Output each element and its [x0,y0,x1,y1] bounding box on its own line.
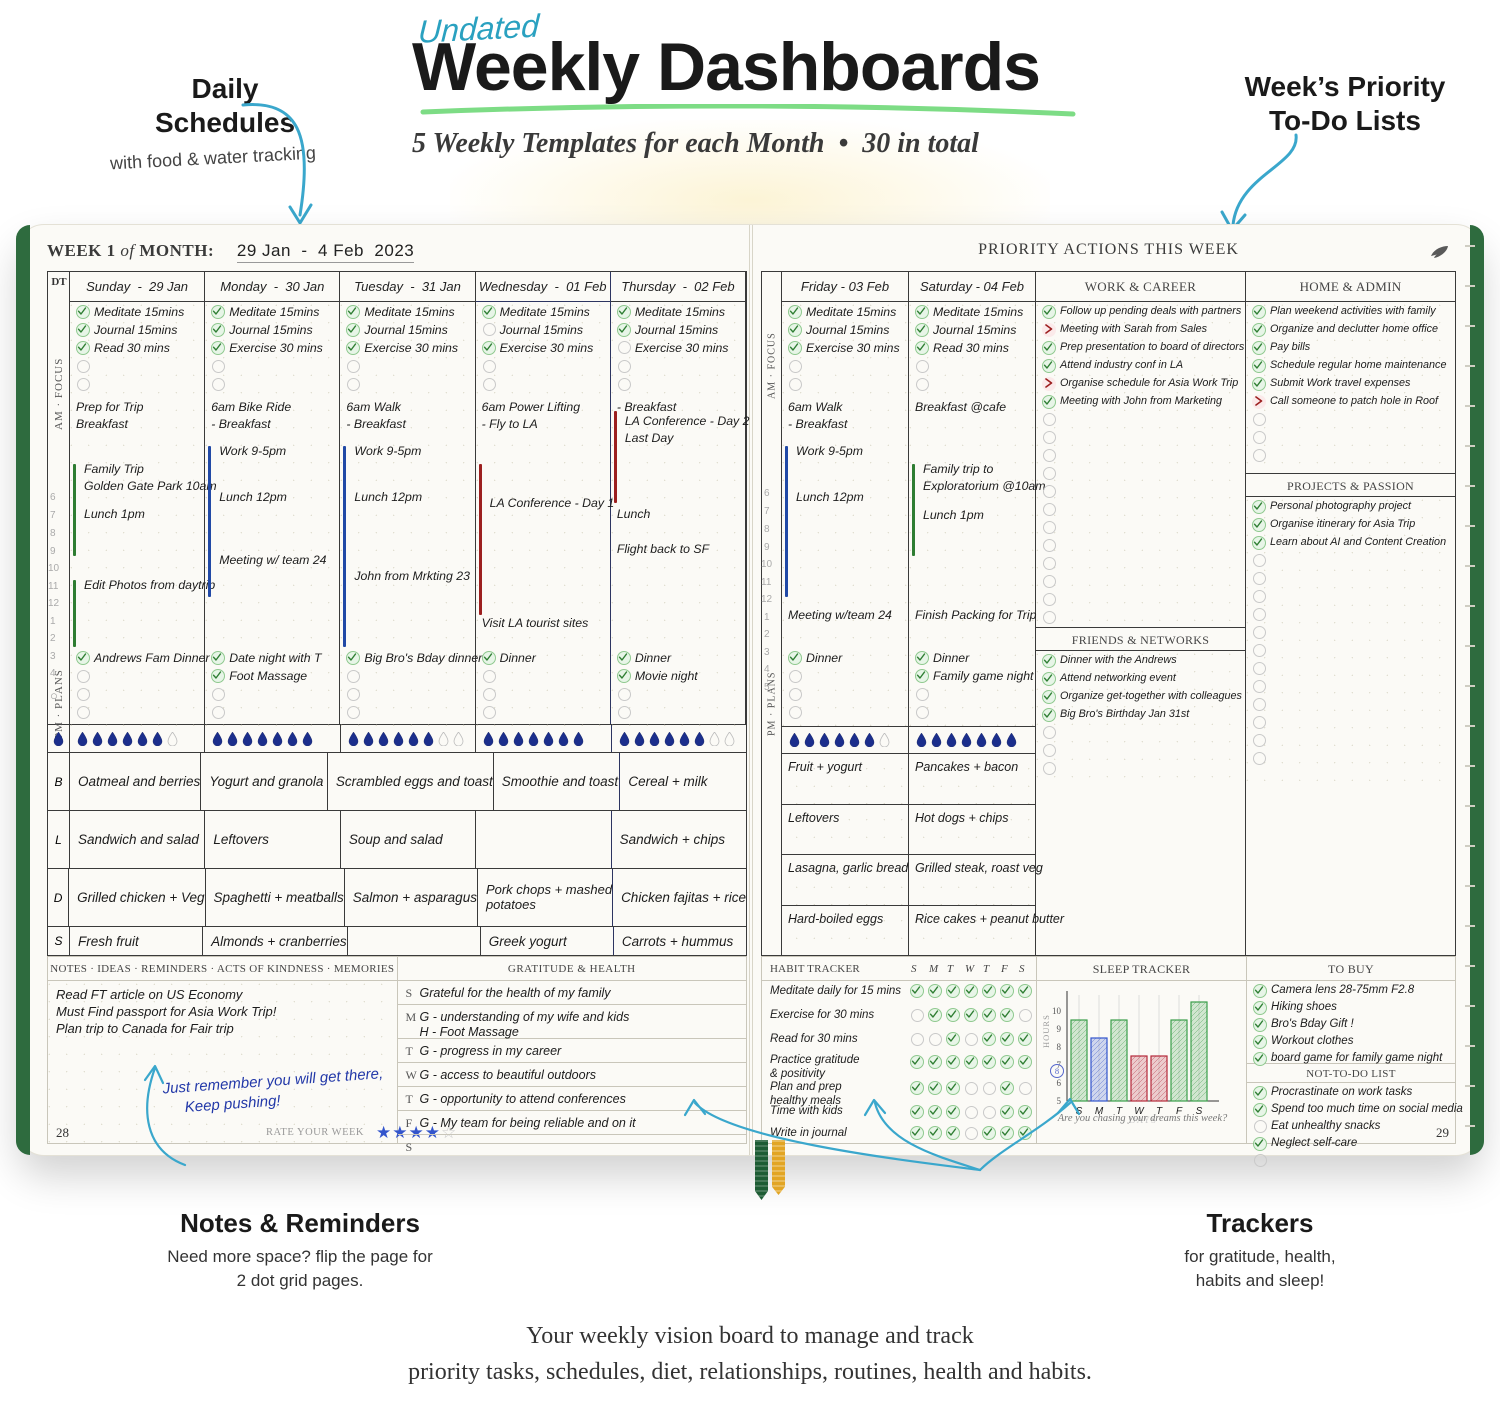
svg-text:10: 10 [1052,1006,1062,1016]
svg-text:6: 6 [1057,1078,1062,1088]
svg-text:8: 8 [1055,1066,1059,1076]
svg-text:HOURS: HOURS [1041,1014,1051,1048]
svg-text:8: 8 [1057,1042,1062,1052]
svg-text:9: 9 [1057,1024,1062,1034]
